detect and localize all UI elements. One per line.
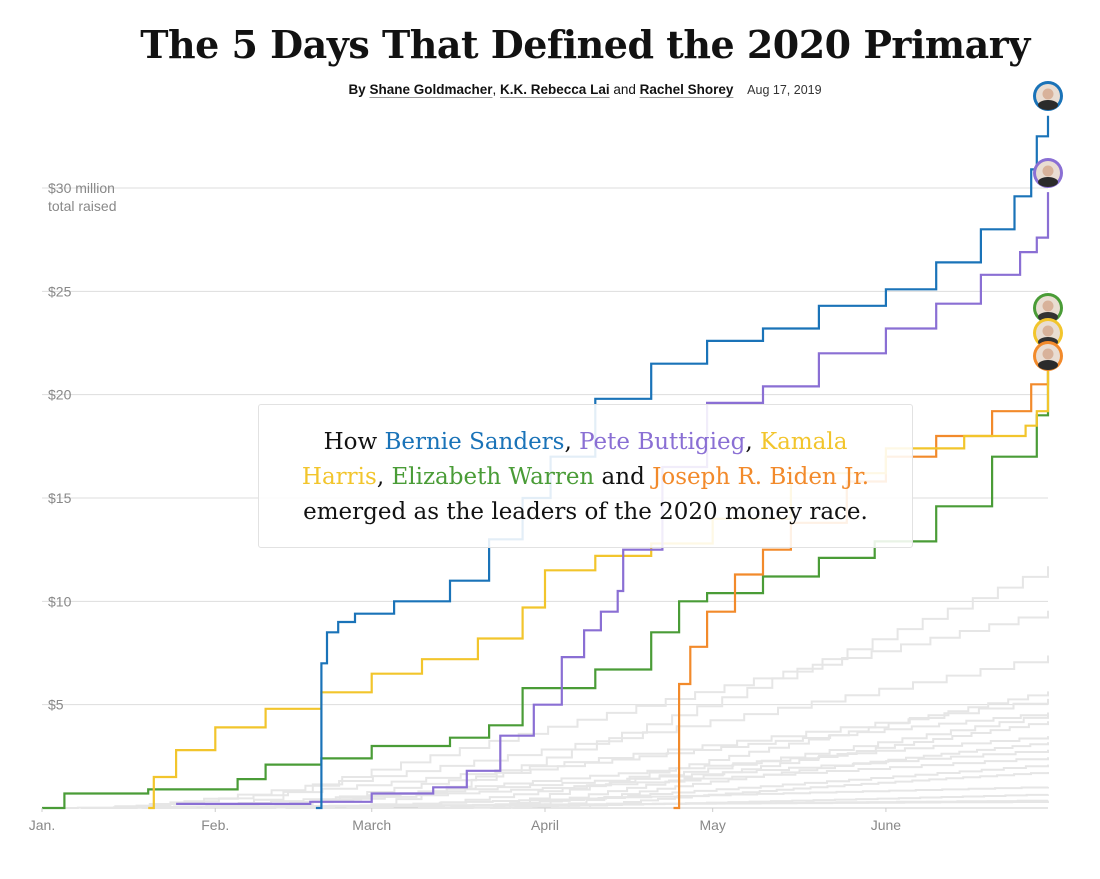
byline: By Shane Goldmacher, K.K. Rebecca Lai an… [0, 82, 1100, 97]
x-tick-label: Jan. [29, 817, 55, 833]
series-line-harris [148, 353, 1050, 810]
other-candidate-line [285, 712, 1049, 809]
x-tick-label: June [871, 817, 902, 833]
avatar-buttigieg [1033, 158, 1063, 188]
other-candidate-line [429, 764, 1049, 809]
avatar-face [1042, 88, 1054, 100]
callout-comma: , [376, 464, 392, 490]
other-candidate-line [551, 742, 1049, 809]
x-tick-label: Feb. [201, 817, 229, 833]
callout-box: How Bernie Sanders, Pete Buttigieg, Kama… [258, 404, 913, 548]
headline: The 5 Days That Defined the 2020 Primary [140, 22, 1030, 67]
x-tick-label: April [531, 817, 559, 833]
callout-name-buttigieg: Pete Buttigieg [579, 429, 746, 455]
avatar-warren [1033, 293, 1063, 323]
other-candidate-line [368, 713, 1049, 809]
other-candidate-line [224, 610, 1049, 809]
avatar-face [1042, 165, 1054, 177]
other-candidate-line [512, 721, 1049, 809]
avatar-face [1042, 348, 1054, 360]
leader-lines [42, 115, 1050, 810]
other-candidate-line [102, 655, 1049, 809]
y-axis-unit-label: total raised [48, 198, 116, 214]
other-candidate-line [307, 786, 1049, 809]
author-link[interactable]: Shane Goldmacher [369, 82, 493, 97]
avatar-biden [1033, 341, 1063, 371]
other-candidate-line [451, 793, 1049, 809]
y-tick-label: $20 [48, 387, 72, 403]
other-candidate-line [573, 772, 1049, 809]
callout-name-harris: Kamala Harris [301, 429, 848, 490]
other-candidate-line [490, 691, 1049, 809]
other-candidate-line [346, 566, 1049, 809]
avatar-shoulders [1038, 100, 1058, 110]
y-tick-label: $30 million [48, 180, 115, 196]
x-tick-label: May [699, 817, 725, 833]
callout-prefix: How [323, 429, 385, 455]
callout-and: and [594, 464, 653, 490]
candidate-avatars [1033, 81, 1063, 371]
callout-name-biden: Joseph R. Biden Jr. [652, 464, 870, 490]
callout-name-warren: Elizabeth Warren [391, 464, 595, 490]
callout-comma: , [564, 429, 580, 455]
series-line-sanders [315, 115, 1050, 810]
avatar-sanders [1033, 81, 1063, 111]
callout-suffix: emerged as the leaders of the 2020 money… [303, 499, 868, 525]
avatar-face [1042, 300, 1054, 312]
other-candidates-lines [42, 566, 1049, 809]
author-link[interactable]: K.K. Rebecca Lai [500, 82, 610, 97]
avatar-shoulders [1038, 177, 1058, 187]
callout-name-sanders: Bernie Sanders [384, 429, 565, 455]
author-link[interactable]: Rachel Shorey [639, 82, 734, 97]
avatar-shoulders [1038, 360, 1058, 370]
series-line-warren [42, 340, 1050, 810]
y-tick-label: $15 [48, 490, 72, 506]
y-tick-label: $10 [48, 593, 72, 609]
byline-separator: and [609, 82, 640, 97]
other-candidate-line [141, 749, 1049, 809]
x-tick-label: March [352, 817, 391, 833]
avatar-face [1042, 325, 1054, 337]
other-candidate-line [202, 799, 1049, 809]
axes: $5 $10 $15 $20 $25 $30 million total raised Jan… [29, 180, 902, 833]
byline-separator: , [492, 82, 501, 97]
publish-date: Aug 17, 2019 [747, 83, 822, 97]
y-tick-label: $25 [48, 283, 72, 299]
series-line-buttigieg [176, 192, 1050, 805]
avatar-harris [1033, 318, 1063, 348]
other-candidate-line [80, 698, 1049, 809]
byline-by: By [348, 82, 366, 97]
callout-comma: , [745, 429, 760, 455]
y-tick-label: $5 [48, 697, 64, 713]
